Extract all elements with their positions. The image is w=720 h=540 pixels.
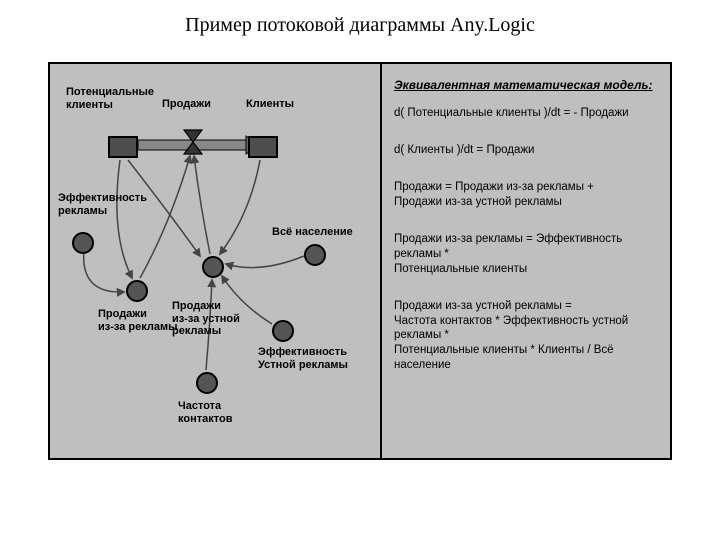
flow-sales-label: Продажи [162,98,211,111]
var-ad-sales [126,280,148,302]
var-contacts-label: Частотаконтактов [178,400,232,425]
page-title: Пример потоковой диаграммы Any.Logic [0,14,720,37]
arc-potential-to-ad_sales [117,160,132,278]
arc-wom_sales-to-sales [194,156,210,254]
arc-ad_sales-to-sales [140,156,190,278]
var-wom-eff-label: ЭффективностьУстной рекламы [258,346,348,371]
equations-heading: Эквивалентная математическая модель: [394,78,658,92]
var-pop-label: Всё население [272,226,353,239]
var-ad-eff-label: Эффективностьрекламы [58,192,147,217]
var-wom-eff [272,320,294,342]
diagram-panel: Потенциальныеклиенты Клиенты Продажи Эфф… [50,64,380,458]
equation-5: Продажи из-за устной рекламы =Частота ко… [394,299,658,374]
arc-pop-to-wom_sales [226,256,304,268]
stock-potential-label: Потенциальныеклиенты [66,86,154,111]
equation-2: d( Клиенты )/dt = Продажи [394,143,658,158]
var-wom-sales [202,256,224,278]
flow-pipe [138,140,248,150]
var-wom-sales-label: Продажииз-за устнойрекламы [172,300,240,338]
stock-clients-label: Клиенты [246,98,294,111]
diagram-frame: Потенциальныеклиенты Клиенты Продажи Эфф… [48,62,672,460]
valve-icon [184,130,202,154]
var-ad-sales-label: Продажииз-за рекламы [98,308,178,333]
equation-1: d( Потенциальные клиенты )/dt = - Продаж… [394,106,658,121]
equation-3: Продажи = Продажи из-за рекламы +Продажи… [394,180,658,210]
var-contacts [196,372,218,394]
arc-ad_eff-to-ad_sales [84,250,124,292]
arc-clients-to-wom_sales [220,160,260,254]
var-pop [304,244,326,266]
equations-panel: Эквивалентная математическая модель: d( … [380,64,670,458]
stock-potential [108,136,138,158]
stock-clients [248,136,278,158]
page: Пример потоковой диаграммы Any.Logic [0,0,720,540]
var-ad-eff [72,232,94,254]
equation-4: Продажи из-за рекламы = Эффективность ре… [394,232,658,277]
